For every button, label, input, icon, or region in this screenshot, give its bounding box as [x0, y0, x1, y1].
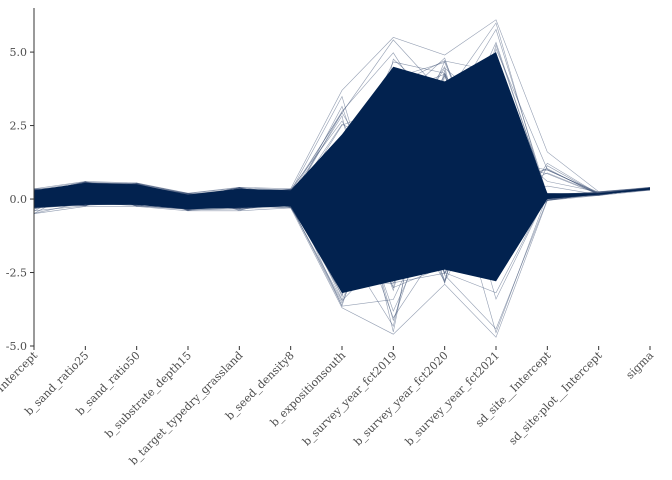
x-tick-label: b_survey_year_fct2021 — [403, 349, 502, 448]
extreme-trace-lower — [33, 189, 651, 338]
x-tick-label: b_survey_year_fct2020 — [351, 349, 450, 448]
x-tick-label: sd_site:plot__Intercept — [506, 349, 605, 448]
y-tick-label: -5.0 — [6, 340, 27, 353]
extreme-trace-upper — [33, 19, 651, 194]
x-tick-label: Intercept — [0, 349, 41, 395]
x-tick-label: sigma — [623, 349, 656, 382]
posterior-band — [34, 52, 650, 294]
x-tick-label: b_substrate_depth15 — [102, 349, 194, 441]
y-axis: -5.0 -2.5 0.0 2.5 5.0 — [6, 8, 35, 353]
x-tick-label: b_survey_year_fct2019 — [300, 349, 399, 448]
y-tick-label: 5.0 — [10, 46, 28, 59]
y-tick-label: 2.5 — [10, 120, 28, 133]
y-tick-label: -2.5 — [6, 267, 27, 280]
y-tick-label: 0.0 — [10, 193, 28, 206]
x-axis: Interceptb_sand_ratio25b_sand_ratio50b_s… — [0, 346, 656, 468]
